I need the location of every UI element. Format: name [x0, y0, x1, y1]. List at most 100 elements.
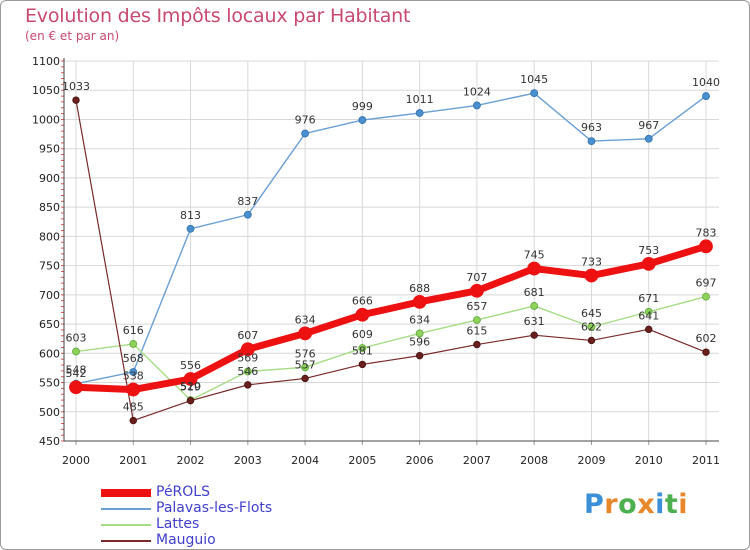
data-label-palavas-les-flots-2009: 963: [581, 121, 602, 134]
x-tick-label-2000: 2000: [62, 454, 90, 467]
point-mauguio-2006: [415, 351, 424, 360]
data-label-palavas-les-flots-2007: 1024: [463, 85, 491, 98]
point-perols-2010: [641, 256, 656, 271]
point-mauguio-2003: [244, 381, 252, 389]
data-label-lattes-2007: 657: [466, 300, 487, 313]
data-label-mauguio-2002: 519: [180, 381, 201, 394]
data-label-perols-2005: 666: [352, 295, 373, 308]
data-label-lattes-2011: 697: [696, 277, 717, 290]
legend: PéROLS Palavas-les-Flots Lattes Mauguio: [101, 484, 361, 549]
data-label-perols-2003: 607: [237, 329, 258, 342]
point-perols-2006: [412, 294, 427, 309]
data-label-lattes-2005: 609: [352, 328, 373, 341]
x-tick-label-2002: 2002: [177, 454, 205, 467]
series-line-lattes: [75, 295, 707, 401]
data-label-palavas-les-flots-2002: 813: [180, 209, 201, 222]
point-perols-2000: [69, 380, 83, 395]
point-perols-2007: [470, 283, 484, 298]
point-lattes-2011: [702, 292, 710, 301]
data-label-perols-2011: 783: [696, 226, 717, 239]
data-label-palavas-les-flots-2008: 1045: [520, 73, 548, 86]
data-label-mauguio-2000: 1033: [62, 80, 90, 93]
y-tick-label-550: 550: [39, 377, 60, 390]
data-label-perols-2009: 733: [581, 256, 602, 269]
point-mauguio-2000: [72, 96, 80, 104]
legend-item-perols[interactable]: PéROLS: [101, 484, 361, 501]
data-label-mauguio-2006: 596: [409, 336, 430, 349]
y-tick-label-750: 750: [39, 260, 60, 273]
data-label-palavas-les-flots-2005: 999: [352, 100, 373, 113]
data-label-lattes-2010: 671: [638, 292, 659, 305]
logo-letter: t: [664, 489, 679, 520]
logo-letter: r: [604, 489, 619, 520]
legend-swatch-perols: [101, 489, 151, 497]
chart-subtitle: (en € et par an): [25, 29, 120, 43]
point-lattes-2004: [301, 363, 309, 372]
point-perols-2011: [699, 239, 713, 254]
point-palavas-les-flots-2003: [243, 210, 252, 219]
data-label-lattes-2002: 520: [180, 380, 201, 393]
point-lattes-2003: [243, 367, 252, 376]
point-palavas-les-flots-2010: [644, 134, 653, 143]
data-label-lattes-2008: 681: [524, 286, 545, 299]
data-label-mauguio-2011: 602: [696, 332, 717, 345]
point-perols-2004: [298, 326, 312, 341]
point-palavas-les-flots-2011: [702, 92, 710, 100]
point-lattes-2010: [644, 307, 653, 316]
data-label-mauguio-2003: 546: [237, 365, 258, 378]
x-tick-label-2007: 2007: [463, 454, 491, 467]
point-perols-2002: [183, 372, 198, 386]
plot-area: [64, 61, 719, 441]
data-label-palavas-les-flots-2010: 967: [638, 119, 659, 132]
y-tick-label-800: 800: [39, 230, 60, 243]
point-palavas-les-flots-2008: [530, 89, 539, 98]
data-label-perols-2001: 538: [123, 370, 144, 383]
point-palavas-les-flots-2001: [129, 368, 138, 376]
data-label-mauguio-2001: 485: [123, 401, 144, 414]
logo-letter: i: [655, 489, 665, 520]
legend-item-mauguio[interactable]: Mauguio: [101, 532, 361, 549]
y-tick-label-500: 500: [39, 406, 60, 419]
point-palavas-les-flots-2002: [186, 224, 195, 233]
point-palavas-les-flots-2004: [301, 129, 309, 138]
legend-label-palavas: Palavas-les-Flots: [156, 500, 273, 516]
y-tick-label-600: 600: [39, 347, 60, 360]
data-label-palavas-les-flots-2006: 1011: [406, 93, 434, 106]
y-tick-label-650: 650: [39, 318, 60, 331]
point-palavas-les-flots-2007: [473, 101, 481, 110]
logo-letter: x: [637, 489, 656, 520]
point-lattes-2000: [72, 347, 80, 356]
point-lattes-2008: [530, 302, 539, 310]
legend-item-palavas[interactable]: Palavas-les-Flots: [101, 500, 361, 517]
point-mauguio-2007: [473, 340, 481, 349]
legend-label-perols: PéROLS: [156, 484, 210, 500]
point-lattes-2005: [358, 344, 367, 352]
point-lattes-2007: [473, 316, 481, 324]
point-palavas-les-flots-2005: [358, 116, 367, 124]
data-label-perols-2007: 707: [466, 271, 487, 284]
proxiti-logo: Proxiti: [584, 489, 688, 520]
y-tick-label-850: 850: [39, 201, 60, 214]
x-tick-label-2008: 2008: [520, 454, 548, 467]
x-tick-label-2005: 2005: [348, 454, 376, 467]
x-tick-label-2010: 2010: [635, 454, 663, 467]
x-tick-label-2004: 2004: [291, 454, 319, 467]
data-label-perols-2008: 745: [524, 249, 545, 262]
point-mauguio-2005: [358, 360, 367, 369]
data-label-mauguio-2010: 641: [638, 309, 659, 322]
chart-title: Evolution des Impôts locaux par Habitant: [25, 5, 411, 27]
data-label-palavas-les-flots-2004: 976: [295, 113, 316, 126]
x-tick-label-2001: 2001: [119, 454, 147, 467]
legend-item-lattes[interactable]: Lattes: [101, 516, 361, 533]
y-tick-label-950: 950: [39, 143, 60, 156]
x-tick-label-2006: 2006: [406, 454, 434, 467]
y-tick-label-1050: 1050: [32, 84, 60, 97]
data-label-lattes-2001: 616: [123, 324, 144, 337]
point-perols-2001: [126, 382, 141, 397]
data-label-mauguio-2005: 581: [352, 344, 373, 357]
data-label-lattes-2004: 576: [295, 347, 316, 360]
legend-swatch-mauguio: [101, 540, 151, 542]
point-mauguio-2008: [530, 331, 538, 339]
logo-letter: o: [618, 489, 638, 520]
